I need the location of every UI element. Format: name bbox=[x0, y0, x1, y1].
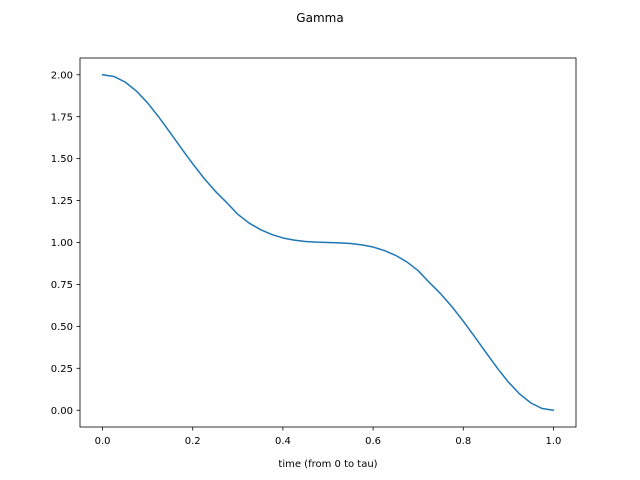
x-axis-title: time (from 0 to tau) bbox=[278, 459, 377, 470]
chart-title: Gamma bbox=[296, 11, 343, 25]
y-axis: 0.00 0.25 0.50 0.75 1.00 1.25 1.50 1.75 2.00 bbox=[51, 70, 80, 417]
y-tick-label: 1.50 bbox=[51, 154, 73, 165]
y-tick-label: 0.75 bbox=[51, 280, 73, 291]
x-tick-label: 0.6 bbox=[365, 436, 381, 447]
x-axis: 0.0 0.2 0.4 0.6 0.8 1.0 bbox=[95, 427, 562, 447]
y-tick-label: 1.75 bbox=[51, 112, 73, 123]
series-line-0 bbox=[101, 74, 555, 411]
y-tick-label: 0.50 bbox=[51, 322, 73, 333]
x-tick-label: 0.8 bbox=[455, 436, 471, 447]
x-tick-label: 0.0 bbox=[95, 436, 111, 447]
y-tick-label: 2.00 bbox=[51, 70, 73, 81]
y-tick-label: 1.25 bbox=[51, 196, 73, 207]
x-tick-label: 0.4 bbox=[275, 436, 291, 447]
y-tick-label: 0.25 bbox=[51, 364, 73, 375]
x-tick-label: 0.2 bbox=[185, 436, 201, 447]
y-tick-label: 1.00 bbox=[51, 238, 73, 249]
x-tick-label: 1.0 bbox=[546, 436, 562, 447]
y-tick-label: 0.00 bbox=[51, 406, 73, 417]
